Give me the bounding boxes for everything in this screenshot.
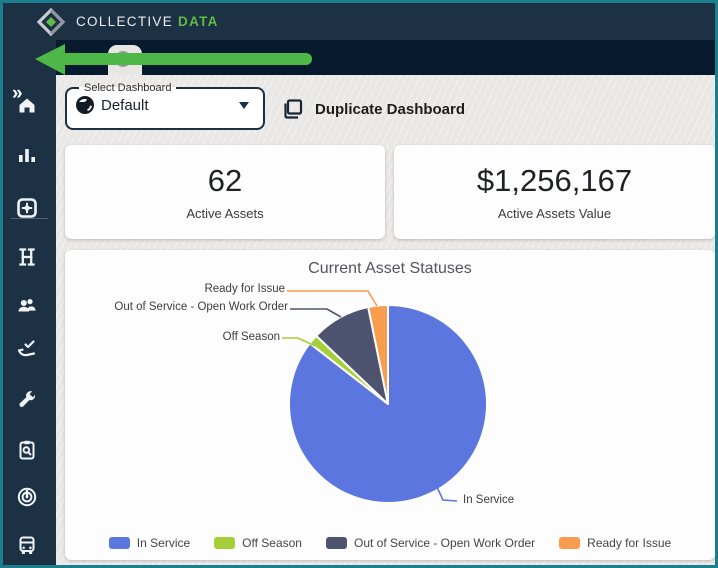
- legend-swatch: [108, 537, 130, 549]
- stat-value: $1,256,167: [476, 163, 633, 198]
- dashboard-select[interactable]: Select Dashboard Default: [65, 82, 265, 130]
- callout-line-in-service: [436, 486, 458, 502]
- sidebar: »: [3, 40, 56, 565]
- gear-square-icon[interactable]: [16, 197, 38, 219]
- dashboard-select-label: Select Dashboard: [84, 82, 172, 94]
- legend-item-in-service[interactable]: In Service: [108, 536, 190, 550]
- double-chevron-right-icon: »: [12, 83, 23, 104]
- bus-icon[interactable]: [16, 534, 38, 556]
- pie-slices[interactable]: [288, 304, 489, 504]
- stat-label: Active Assets Value: [497, 206, 612, 221]
- wrench-icon[interactable]: [16, 389, 38, 411]
- legend-item-off-season[interactable]: Off Season: [214, 536, 302, 550]
- legend-item-ready-for-issue[interactable]: Ready for Issue: [559, 536, 671, 550]
- stat-card-active-assets: 62 Active Assets: [65, 145, 385, 239]
- home-icon[interactable]: [16, 94, 38, 116]
- tab-strip: [56, 40, 715, 75]
- dashboard-select-value: Default: [101, 96, 149, 114]
- equipment-rack-icon[interactable]: [16, 246, 38, 268]
- brand-diamond-icon: [36, 7, 66, 36]
- callout-label-out-of-service: Out of Service - Open Work Order: [114, 301, 288, 313]
- clipboard-search-icon[interactable]: [16, 439, 38, 461]
- callout-label-ready-for-issue: Ready for Issue: [204, 283, 285, 295]
- stat-value: 62: [207, 163, 243, 198]
- brand-logo: COLLECTIVE DATA: [35, 6, 219, 38]
- duplicate-icon: [284, 99, 303, 119]
- hand-check-icon[interactable]: [16, 339, 38, 361]
- chevron-down-icon: [239, 101, 249, 109]
- callout-line-out-of-service: [290, 308, 342, 318]
- chart-legend: In Service Off Season Out of Service - O…: [65, 536, 715, 550]
- callout-label-off-season: Off Season: [222, 331, 280, 343]
- pie-chart: [282, 290, 489, 504]
- legend-swatch: [325, 537, 347, 549]
- callout-label-in-service: In Service: [463, 494, 515, 506]
- chart-card: Current Asset Statuses Ready for Issue O…: [65, 250, 715, 560]
- app-header: COLLECTIVE DATA: [3, 3, 715, 40]
- brand-name: COLLECTIVE DATA: [76, 14, 219, 29]
- legend-swatch: [214, 537, 236, 549]
- expand-sidebar-button[interactable]: »: [12, 84, 23, 103]
- brand-secondary: DATA: [178, 14, 219, 29]
- stat-label: Active Assets: [186, 206, 264, 221]
- stat-card-active-assets-value: $1,256,167 Active Assets Value: [394, 145, 715, 239]
- duplicate-dashboard-button[interactable]: Duplicate Dashboard: [282, 94, 465, 124]
- duplicate-button-label: Duplicate Dashboard: [315, 100, 466, 118]
- chart-title: Current Asset Statuses: [308, 260, 472, 277]
- people-icon[interactable]: [16, 294, 38, 316]
- pie-slice-ready-for-issue[interactable]: [367, 304, 389, 405]
- legend-swatch: [559, 537, 581, 549]
- active-dashboard-tab[interactable]: [108, 45, 142, 75]
- callout-line-ready-for-issue: [287, 290, 378, 307]
- gauge-icon[interactable]: [16, 486, 38, 508]
- globe-icon: [76, 96, 94, 114]
- brand-primary: COLLECTIVE: [76, 14, 174, 29]
- legend-item-out-of-service[interactable]: Out of Service - Open Work Order: [325, 536, 535, 550]
- bar-chart-icon[interactable]: [16, 144, 38, 166]
- sidebar-divider: [11, 218, 48, 219]
- callout-line-off-season: [282, 337, 316, 347]
